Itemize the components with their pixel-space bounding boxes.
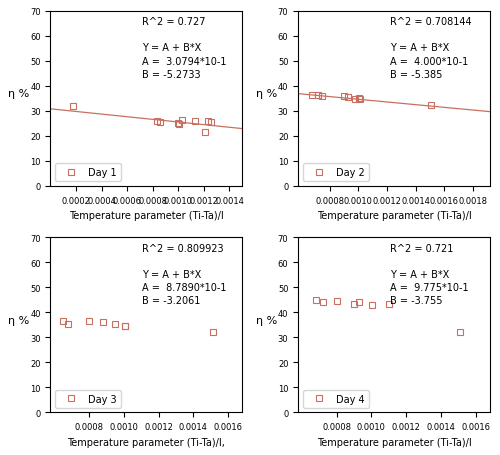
Line: Day 1: Day 1 bbox=[70, 104, 214, 136]
Legend: Day 1: Day 1 bbox=[56, 164, 121, 182]
Legend: Day 2: Day 2 bbox=[303, 164, 368, 182]
Day 1 bbox=[154, 119, 160, 125]
Text: R^2 = 0.727

Y = A + B*X
A =  3.0794*10-1
B = -5.2733: R^2 = 0.727 Y = A + B*X A = 3.0794*10-1 … bbox=[142, 17, 227, 80]
Day 4 bbox=[386, 301, 392, 307]
Day 4 bbox=[312, 298, 318, 303]
Day 2 bbox=[315, 93, 321, 99]
Day 2 bbox=[356, 97, 362, 102]
Line: Day 4: Day 4 bbox=[313, 298, 463, 335]
Day 2 bbox=[310, 93, 316, 98]
Day 3 bbox=[100, 320, 105, 325]
Legend: Day 3: Day 3 bbox=[56, 390, 121, 408]
Day 1 bbox=[204, 119, 210, 125]
Day 1 bbox=[176, 122, 182, 127]
Day 3 bbox=[122, 324, 128, 329]
Day 3 bbox=[60, 319, 66, 324]
Legend: Day 4: Day 4 bbox=[303, 390, 368, 408]
Day 1 bbox=[174, 121, 180, 127]
X-axis label: Temperature parameter (Ti-Ta)/I: Temperature parameter (Ti-Ta)/I bbox=[69, 211, 224, 221]
Day 3 bbox=[122, 324, 128, 329]
Text: R^2 = 0.721

Y = A + B*X
A =  9.775*10-1
B = -3.755: R^2 = 0.721 Y = A + B*X A = 9.775*10-1 B… bbox=[390, 243, 469, 306]
Day 4 bbox=[458, 330, 464, 335]
Day 1 bbox=[158, 120, 164, 126]
Day 1 bbox=[208, 120, 214, 125]
Day 2 bbox=[341, 94, 347, 100]
Day 3 bbox=[112, 321, 118, 327]
Day 2 bbox=[345, 95, 351, 101]
Y-axis label: η %: η % bbox=[256, 89, 278, 99]
X-axis label: Temperature parameter (Ti-Ta)/I: Temperature parameter (Ti-Ta)/I bbox=[316, 437, 472, 447]
Day 1 bbox=[179, 118, 185, 123]
Day 2 bbox=[356, 96, 362, 102]
Day 4 bbox=[356, 300, 362, 305]
Line: Day 3: Day 3 bbox=[60, 318, 216, 335]
Day 2 bbox=[320, 94, 326, 99]
Line: Day 2: Day 2 bbox=[310, 92, 434, 108]
Y-axis label: η %: η % bbox=[256, 315, 278, 325]
Text: R^2 = 0.708144

Y = A + B*X
A =  4.000*10-1
B = -5.385: R^2 = 0.708144 Y = A + B*X A = 4.000*10-… bbox=[390, 17, 472, 80]
Day 2 bbox=[428, 102, 434, 108]
Y-axis label: η %: η % bbox=[8, 89, 29, 99]
Y-axis label: η %: η % bbox=[8, 315, 29, 325]
Day 4 bbox=[370, 303, 376, 308]
Day 4 bbox=[351, 301, 357, 307]
Day 4 bbox=[320, 300, 326, 305]
Day 3 bbox=[65, 321, 71, 327]
Day 3 bbox=[210, 330, 216, 335]
Day 1 bbox=[192, 119, 198, 124]
Day 4 bbox=[334, 299, 340, 304]
Text: R^2 = 0.809923

Y = A + B*X
A =  8.7890*10-1
B = -3.2061: R^2 = 0.809923 Y = A + B*X A = 8.7890*10… bbox=[142, 243, 227, 306]
Day 1 bbox=[70, 104, 76, 109]
X-axis label: Temperature parameter (Ti-Ta)/I: Temperature parameter (Ti-Ta)/I bbox=[316, 211, 472, 221]
Day 2 bbox=[352, 97, 358, 102]
Day 1 bbox=[202, 130, 208, 136]
Day 3 bbox=[86, 319, 92, 324]
X-axis label: Temperature parameter (Ti-Ta)/I,: Temperature parameter (Ti-Ta)/I, bbox=[68, 437, 226, 447]
